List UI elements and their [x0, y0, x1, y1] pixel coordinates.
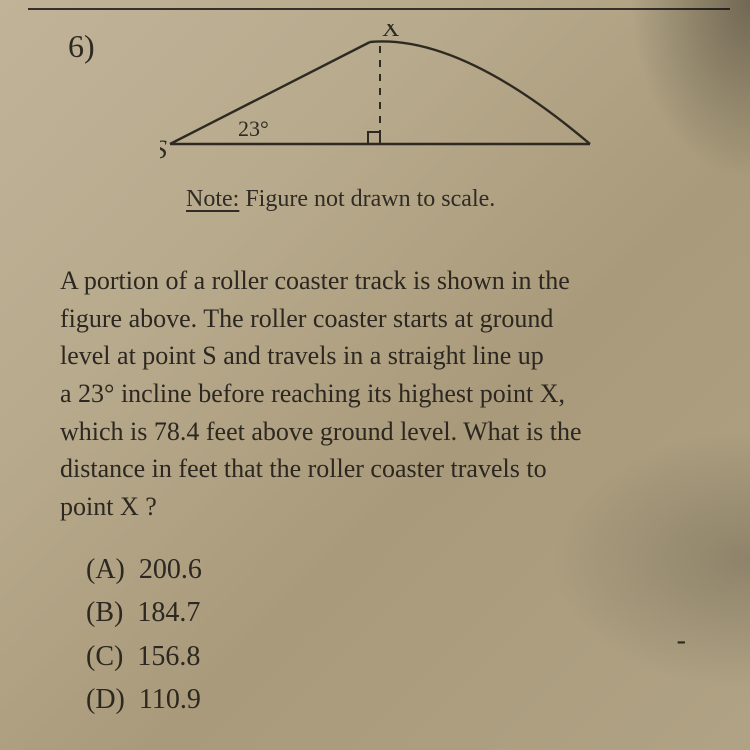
body-line: a 23° incline before reaching its highes…: [60, 375, 710, 413]
choice-b: (B) 184.7: [86, 591, 202, 634]
choice-letter: (D): [86, 684, 125, 715]
choice-value: 184.7: [137, 597, 200, 628]
choice-letter: (A): [86, 554, 125, 585]
choice-value: 200.6: [139, 554, 202, 585]
body-line: point X ?: [60, 488, 710, 526]
note-prefix: Note:: [186, 186, 239, 212]
note-text: Figure not drawn to scale.: [245, 186, 495, 212]
choice-value: 156.8: [137, 641, 200, 672]
worksheet-page: 6) X S 23° Note: Figure not drawn to sca…: [0, 0, 750, 750]
body-line: A portion of a roller coaster track is s…: [60, 262, 710, 300]
shadow-vignette-top: [630, 0, 750, 180]
choice-value: 110.9: [139, 684, 201, 715]
body-line: which is 78.4 feet above ground level. W…: [60, 413, 710, 451]
answer-choices: (A) 200.6 (B) 184.7 (C) 156.8 (D) 110.9: [86, 548, 202, 722]
choice-d: (D) 110.9: [86, 678, 202, 721]
triangle-figure: X S 23°: [160, 24, 600, 174]
choice-letter: (B): [86, 597, 123, 628]
choice-a: (A) 200.6: [86, 548, 202, 591]
right-angle-icon: [368, 132, 380, 144]
page-rule-line: [28, 8, 730, 10]
body-line: figure above. The roller coaster starts …: [60, 300, 710, 338]
question-body: A portion of a roller coaster track is s…: [60, 262, 710, 526]
left-incline: [170, 42, 370, 144]
stray-mark: -: [677, 625, 686, 657]
figure-note: Note: Figure not drawn to scale.: [186, 186, 495, 213]
body-line: level at point S and travels in a straig…: [60, 337, 710, 375]
label-x: X: [382, 24, 399, 42]
choice-letter: (C): [86, 641, 123, 672]
choice-c: (C) 156.8: [86, 635, 202, 678]
figure-svg: X S 23°: [160, 24, 600, 174]
right-curve: [370, 41, 590, 144]
label-s: S: [160, 135, 167, 164]
body-line: distance in feet that the roller coaster…: [60, 450, 710, 488]
angle-label: 23°: [238, 116, 269, 141]
question-number: 6): [68, 28, 95, 65]
